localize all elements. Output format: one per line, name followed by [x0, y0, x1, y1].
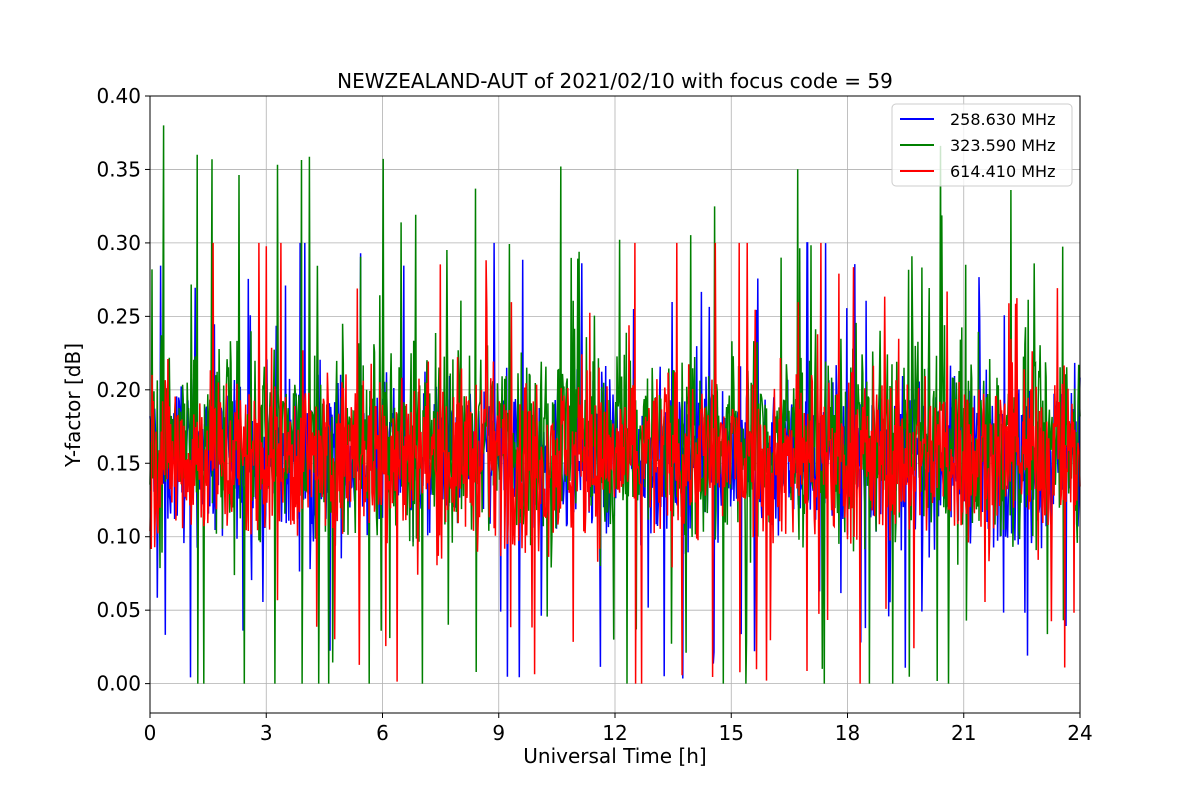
x-tick-label: 0 — [144, 721, 157, 745]
y-tick-label: 0.35 — [96, 157, 141, 181]
x-tick-label: 15 — [719, 721, 744, 745]
legend-label-614: 614.410 MHz — [950, 162, 1055, 181]
x-tick-label: 18 — [835, 721, 860, 745]
x-axis-label: Universal Time [h] — [523, 744, 706, 768]
y-tick-label: 0.25 — [96, 304, 141, 328]
legend-label-258: 258.630 MHz — [950, 110, 1055, 129]
series-layer — [149, 125, 1081, 684]
x-tick-label: 21 — [951, 721, 976, 745]
legend-label-323: 323.590 MHz — [950, 136, 1055, 155]
chart-title: NEWZEALAND-AUT of 2021/02/10 with focus … — [337, 69, 893, 93]
y-axis-label: Y-factor [dB] — [61, 343, 85, 468]
x-tick-label: 9 — [492, 721, 505, 745]
y-tick-label: 0.20 — [96, 378, 141, 402]
x-axis: 0 3 6 9 12 15 18 21 24 — [144, 713, 1093, 745]
legend-frame — [891, 103, 1073, 187]
series-line-2 — [149, 242, 1081, 684]
y-tick-label: 0.15 — [96, 451, 141, 475]
y-tick-label: 0.05 — [96, 598, 141, 622]
x-tick-label: 3 — [260, 721, 273, 745]
y-axis: 0.00 0.05 0.10 0.15 0.20 0.25 0.30 0.35 0.40 — [96, 84, 150, 696]
plot-area — [149, 95, 1081, 714]
y-tick-label: 0.40 — [96, 84, 141, 108]
x-tick-label: 6 — [376, 721, 389, 745]
x-tick-label: 12 — [602, 721, 627, 745]
y-tick-label: 0.00 — [96, 672, 141, 696]
y-tick-label: 0.10 — [96, 525, 141, 549]
x-tick-label: 24 — [1067, 721, 1092, 745]
legend: 258.630 MHz 323.590 MHz 614.410 MHz — [891, 103, 1073, 187]
y-tick-label: 0.30 — [96, 231, 141, 255]
